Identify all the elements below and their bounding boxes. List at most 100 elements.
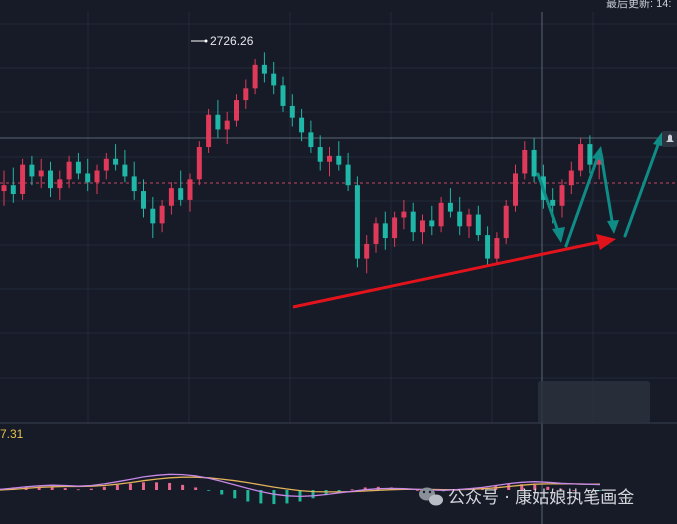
candle-body bbox=[447, 202, 453, 212]
candle-body bbox=[531, 149, 537, 177]
projection-down-arrow-head-2 bbox=[607, 220, 619, 234]
candle bbox=[345, 152, 351, 192]
macd-histogram-bar bbox=[128, 483, 132, 490]
candle-body bbox=[364, 243, 370, 259]
candle bbox=[187, 173, 193, 212]
candle-body bbox=[410, 211, 416, 233]
candle bbox=[354, 176, 360, 268]
candle bbox=[75, 152, 81, 180]
candles-group bbox=[1, 52, 602, 274]
candle bbox=[485, 226, 491, 265]
candle bbox=[289, 94, 295, 127]
candle-body bbox=[280, 85, 286, 106]
macd-histogram-bar bbox=[559, 488, 563, 490]
macd-dea-line bbox=[0, 476, 600, 493]
candle-body bbox=[513, 173, 518, 206]
candle-body bbox=[457, 211, 463, 227]
candle-body bbox=[187, 179, 193, 200]
candle-body bbox=[178, 188, 184, 200]
candle-body bbox=[196, 147, 202, 180]
macd-histogram-bar bbox=[76, 489, 80, 491]
candle-body bbox=[429, 220, 435, 227]
candle-body bbox=[75, 161, 81, 174]
candle-body bbox=[299, 117, 305, 133]
candle-body bbox=[438, 202, 444, 227]
candle bbox=[131, 161, 137, 200]
candle-body bbox=[373, 223, 379, 244]
candle-body bbox=[85, 173, 91, 183]
candle-body bbox=[336, 155, 342, 165]
candle-body bbox=[168, 188, 174, 206]
red-trend-arrow-head bbox=[596, 234, 616, 250]
macd-histogram-bar bbox=[546, 486, 550, 490]
candle bbox=[178, 170, 184, 206]
candle bbox=[141, 179, 146, 218]
candle-body bbox=[113, 158, 119, 165]
macd-histogram-bar bbox=[455, 490, 459, 491]
macd-histogram-bar bbox=[220, 490, 224, 495]
candle bbox=[243, 79, 249, 109]
macd-histogram-bar bbox=[337, 490, 341, 492]
candle bbox=[234, 94, 239, 127]
candle-body bbox=[20, 164, 26, 195]
candle-body bbox=[308, 132, 314, 148]
candle bbox=[513, 164, 518, 212]
candle bbox=[196, 141, 202, 186]
candle bbox=[410, 202, 416, 241]
watermark: 公众号 · 康姑娘执笔画金 bbox=[419, 487, 634, 508]
candle-body bbox=[243, 88, 249, 101]
candle-body bbox=[150, 208, 156, 224]
candle-body bbox=[392, 217, 398, 239]
candle-body bbox=[252, 64, 258, 89]
projection-up-arrow-head-1 bbox=[592, 146, 604, 161]
grid-lines bbox=[0, 12, 677, 423]
candle bbox=[168, 182, 174, 215]
macd-histogram-bar bbox=[141, 482, 145, 490]
candle bbox=[252, 58, 258, 95]
projection-down-arrow-1 bbox=[536, 172, 562, 239]
macd-histogram-bar bbox=[311, 490, 315, 499]
macd-value-label: 7.31 bbox=[0, 427, 24, 441]
candle-body bbox=[401, 211, 407, 218]
candle bbox=[159, 199, 165, 233]
candle bbox=[66, 155, 72, 189]
alert-bell-icon[interactable] bbox=[662, 131, 677, 147]
projection-down-arrow-head-1 bbox=[552, 227, 565, 243]
candle bbox=[531, 138, 537, 183]
candle-body bbox=[550, 199, 556, 206]
red-trend-arrow-shaft bbox=[292, 240, 601, 309]
candle bbox=[206, 108, 212, 153]
candle-body bbox=[215, 114, 221, 130]
macd-histogram-bar bbox=[181, 484, 185, 490]
macd-histogram-bar bbox=[194, 487, 198, 490]
candle bbox=[503, 199, 509, 244]
candle-body bbox=[122, 164, 128, 177]
macd-histogram-bar bbox=[324, 490, 328, 496]
candle bbox=[224, 111, 230, 145]
macd-dif-line bbox=[0, 473, 601, 498]
candle-body bbox=[1, 185, 7, 192]
candle bbox=[20, 158, 26, 200]
macd-histogram-bar bbox=[50, 486, 54, 490]
bell-icon-shape bbox=[666, 134, 674, 142]
candle bbox=[261, 52, 267, 83]
candle bbox=[280, 76, 286, 112]
wechat-icon-eye-2 bbox=[428, 490, 432, 494]
candle bbox=[336, 141, 342, 171]
high-price-marker-dot bbox=[204, 39, 208, 43]
blurred-overlay-box bbox=[538, 381, 650, 423]
last-update-label: 最后更新: 14: bbox=[606, 0, 671, 10]
candle bbox=[364, 235, 370, 274]
candle bbox=[1, 170, 7, 206]
red-trend-arrow bbox=[292, 234, 616, 309]
candle-body bbox=[94, 170, 100, 183]
candle bbox=[299, 108, 305, 142]
candle bbox=[447, 188, 453, 218]
candle bbox=[48, 161, 53, 197]
candle-body bbox=[261, 64, 267, 74]
candle bbox=[38, 158, 44, 189]
candle bbox=[420, 214, 425, 244]
macd-histogram-bar bbox=[63, 488, 67, 490]
candle-body bbox=[382, 223, 388, 239]
candle-body bbox=[345, 164, 351, 186]
